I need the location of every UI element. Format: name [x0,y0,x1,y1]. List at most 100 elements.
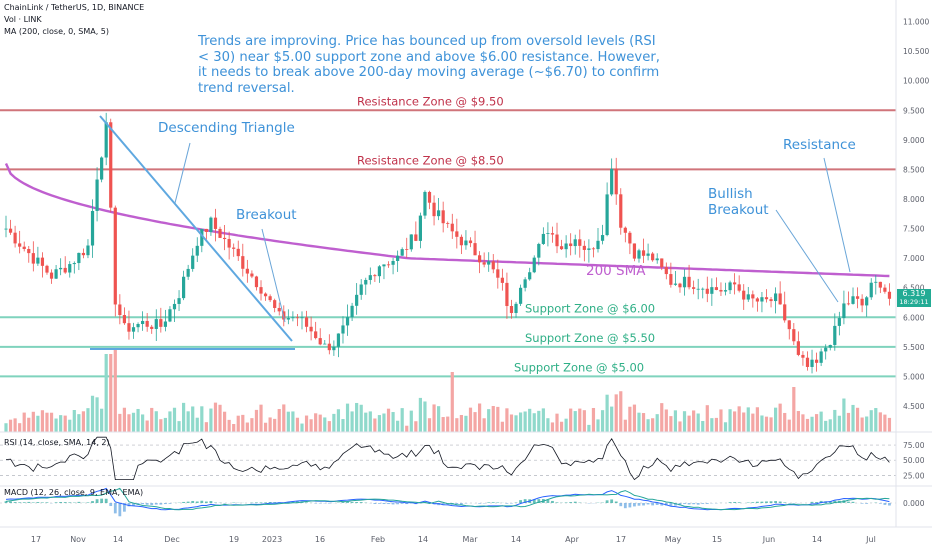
candle-body [874,281,878,283]
ma-legend[interactable]: MA (200, close, 0, SMA, 5) [4,27,110,36]
candle-body [487,261,491,265]
candle-body [687,276,691,288]
candle-body [364,279,368,285]
candle-body [405,249,409,250]
macd-histogram-bar [765,501,768,503]
volume-bar [336,409,341,432]
candle-body [250,273,254,277]
volume-bar [314,413,318,432]
volume-bar [364,412,368,432]
macd-histogram-bar [36,502,40,503]
volume-bar [746,407,750,432]
volume-bar [610,406,614,432]
macd-histogram-bar [487,502,491,503]
volume-bar [118,413,122,432]
volume-bar [150,407,154,432]
macd-legend[interactable]: MACD (12, 26, close, 9, EMA, EMA) [4,488,144,497]
candle-body [769,299,773,302]
volume-bar [505,408,509,432]
volume-bar [755,407,759,432]
volume-bar [573,411,577,432]
volume-bar [632,404,637,432]
candle-body [459,236,463,246]
macd-histogram-bar [546,499,550,503]
volume-bar [459,414,463,432]
volume-bar [396,420,400,432]
macd-histogram-bar [355,502,359,503]
candle-body [760,297,764,302]
candle-body [783,304,787,321]
macd-histogram-bar [505,503,509,504]
candle-body [833,325,837,345]
volume-bar [637,412,641,432]
candle-body [382,264,386,267]
candle-body [150,326,154,329]
macd-histogram-bar [678,503,682,506]
symbol-legend[interactable]: ChainLink / TetherUS, 1D, BINANCE [4,3,145,12]
macd-histogram-bar [778,501,782,503]
candle-body [254,276,259,288]
x-tick-label: Jul [865,535,876,544]
volume-bar [268,417,272,432]
candle-body [810,359,814,367]
volume-bar [478,403,482,432]
candle-body [318,338,322,345]
macd-tick-label: 0.000 [903,499,925,508]
volume-bar [769,417,773,432]
candle-body [578,239,582,246]
volume-bar [591,407,596,432]
rsi-pane [0,436,896,481]
candle-body [31,253,35,264]
volume-bar [569,408,573,432]
y-tick-label: 11.000 [903,18,929,27]
volume-bar [341,419,345,432]
triangle-trendline [99,115,293,342]
macd-histogram-bar [551,500,554,503]
volume-bar [855,407,860,432]
candle-body [273,300,277,308]
volume-bar [405,425,409,432]
candle-body [45,265,49,273]
candle-body [245,268,249,274]
candle-body [660,258,664,268]
macd-histogram-bar [163,503,167,505]
candle-body [824,347,828,352]
candle-body [49,272,54,279]
macd-histogram-bar [63,502,67,503]
candle-body [446,223,450,225]
volume-bar [537,410,541,432]
resistance-label: Resistance [783,137,856,153]
macd-histogram-bar [104,498,108,503]
volume-bar [254,409,259,432]
rsi-tick-label: 75.00 [903,441,925,450]
volume-bar [887,417,892,432]
macd-histogram-bar [660,503,664,506]
x-tick-label: 17 [31,535,41,544]
volume-bar [814,414,819,432]
arrow-line [174,142,191,204]
candle-body [819,351,823,363]
candle-body [377,266,382,277]
volume-bar [22,412,26,432]
volume-bar [883,414,887,432]
macd-histogram-bar [865,503,869,504]
candle-body [295,317,300,319]
candle-body [737,284,741,291]
volume-bar [327,421,331,432]
candle-body [59,267,63,270]
candle-body [104,122,108,158]
candle-body [113,207,117,305]
rsi-legend[interactable]: RSI (14, close, SMA, 14, 2) [4,438,110,447]
bar-countdown: 18:29:11 [899,298,929,306]
candle-body [350,305,354,318]
zone-label: Support Zone @ $5.50 [525,331,655,345]
macd-histogram-bar [22,502,26,503]
candle-body [509,306,514,313]
candle-body [109,122,113,208]
x-tick-label: 17 [616,535,626,544]
volume-legend[interactable]: Vol · LINK [4,15,42,24]
candle-body [887,291,892,299]
candle-body [537,243,541,258]
macd-histogram-bar [113,503,117,514]
